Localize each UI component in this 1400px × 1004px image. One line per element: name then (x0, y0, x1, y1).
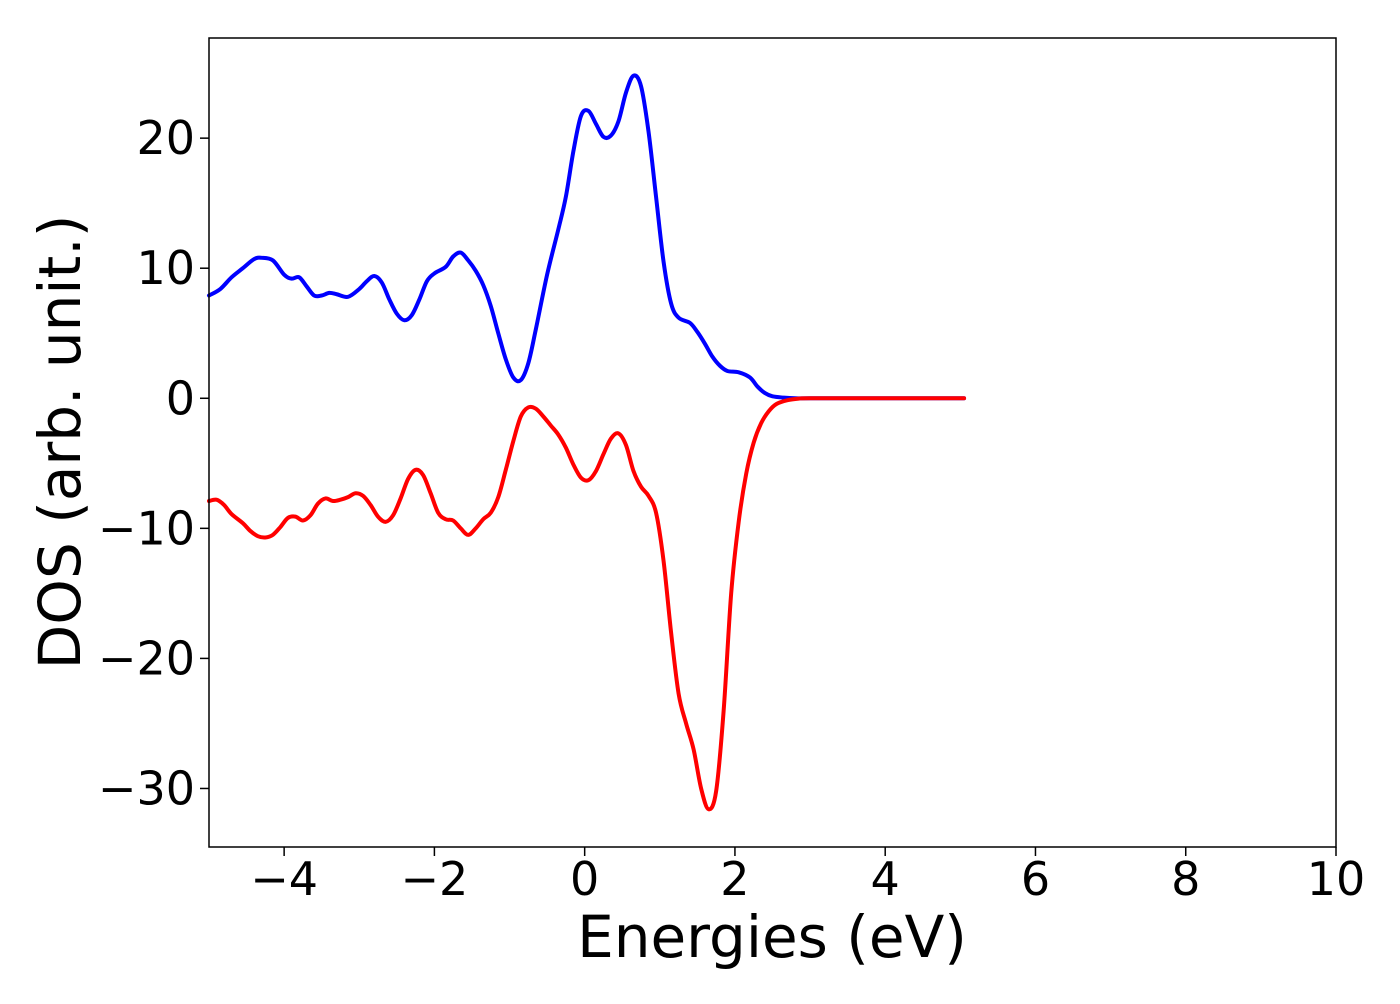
series-line-2 (207, 396, 967, 812)
y-tick-label: −10 (98, 501, 195, 555)
y-tick-label: −30 (98, 761, 195, 815)
y-tick-label: 20 (136, 111, 195, 165)
y-tick-label: 10 (136, 241, 195, 295)
x-tick-label: 2 (720, 852, 749, 906)
series-layer (207, 73, 967, 812)
series-line-1 (207, 73, 967, 401)
x-tick-label: −4 (250, 852, 318, 906)
x-tick-label: −2 (400, 852, 468, 906)
y-tick-label: −20 (98, 631, 195, 685)
y-axis-ticks: 20 10 0 −10 −20 −30 (98, 111, 209, 815)
plot-frame (208, 37, 1337, 848)
x-tick-label: 0 (570, 852, 599, 906)
y-tick-label: 0 (166, 371, 195, 425)
x-tick-label: 6 (1021, 852, 1050, 906)
y-axis-label: DOS (arb. unit.) (26, 215, 94, 670)
plot-area-background (209, 38, 1336, 847)
x-tick-label: 4 (871, 852, 900, 906)
x-axis-ticks: −4 −2 0 2 4 6 8 10 (250, 847, 1365, 906)
x-tick-label: 10 (1307, 852, 1366, 906)
x-axis-label: Energies (eV) (577, 903, 967, 971)
x-tick-label: 8 (1171, 852, 1200, 906)
